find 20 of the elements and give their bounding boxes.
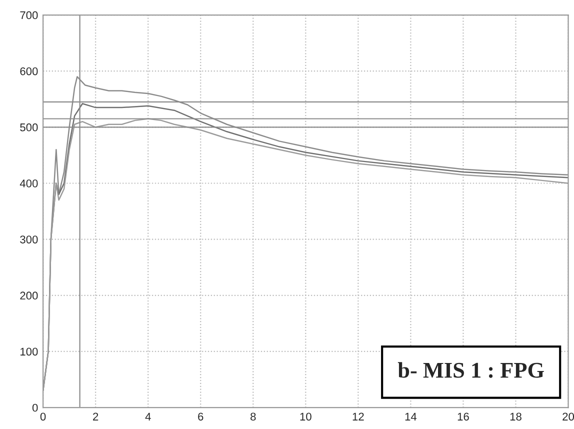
x-tick-label: 6 [198,412,204,421]
x-tick-label: 18 [510,412,522,421]
x-tick-label: 16 [458,412,469,421]
y-tick-label: 0 [32,404,38,412]
x-tick-label: 14 [405,412,417,420]
y-tick-label: 700 [20,11,38,20]
x-tick-label: 20 [562,412,574,421]
x-tick-label: 10 [300,412,312,421]
y-tick-label: 600 [20,67,38,76]
x-tick-label: 2 [93,412,98,420]
y-tick-label: 400 [20,180,38,188]
y-tick-label: 200 [20,292,38,300]
annotation: b- MIS 1 : FPG [398,362,544,378]
x-tick-label: 12 [352,412,364,420]
y-tick-label: 300 [20,236,38,244]
y-tick-label: 100 [20,348,38,356]
y-tick-label: 500 [20,123,38,132]
x-tick-label: 8 [250,412,256,421]
x-tick-label: 0 [40,412,46,421]
x-tick-label: 4 [145,412,151,420]
